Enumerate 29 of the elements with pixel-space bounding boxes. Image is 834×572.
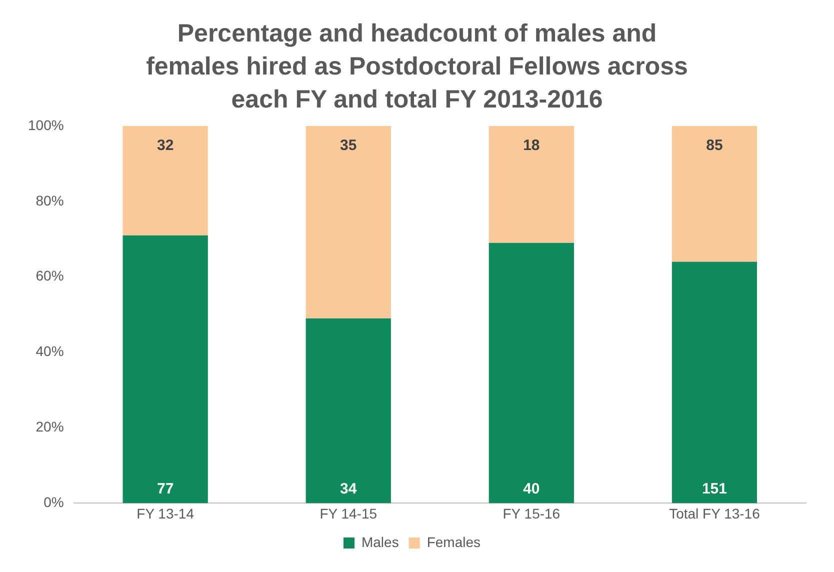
annotation: 32 <box>156 137 174 154</box>
annotation: 34 <box>340 480 358 498</box>
legend-label: Females <box>426 534 481 550</box>
x-tick-label: Total FY 13-16 <box>669 505 760 522</box>
x-tick-label: FY 13-14 <box>136 505 194 522</box>
y-tick-label: 40% <box>36 343 64 360</box>
annotation: 40 <box>523 480 540 498</box>
y-tick-label: 60% <box>36 268 64 284</box>
annotation: 18 <box>523 137 540 154</box>
bar <box>672 262 758 504</box>
y-tick-label: 100% <box>28 116 64 133</box>
x-tick-label: FY 15-16 <box>502 505 560 522</box>
y-tick-label: 80% <box>36 192 64 208</box>
x-tick-label: FY 14-15 <box>320 505 378 522</box>
y-tick-label: 20% <box>36 418 64 435</box>
bar <box>122 126 208 236</box>
annotation: 151 <box>702 480 727 498</box>
bar <box>488 126 574 243</box>
y-tick-label: 0% <box>44 494 64 510</box>
legend-label: Males <box>361 534 399 550</box>
bar <box>306 126 391 318</box>
bar <box>488 242 574 504</box>
chart-title: Percentage and headcount of males and females hired as Postdoctoral Fellows across each FY and total FY 2013-2016 <box>146 19 688 114</box>
bar <box>306 318 391 504</box>
annotation: 35 <box>340 137 357 154</box>
bar <box>672 126 758 262</box>
annotation: 77 <box>156 480 174 498</box>
annotation: 85 <box>706 137 723 154</box>
bar <box>122 235 208 504</box>
